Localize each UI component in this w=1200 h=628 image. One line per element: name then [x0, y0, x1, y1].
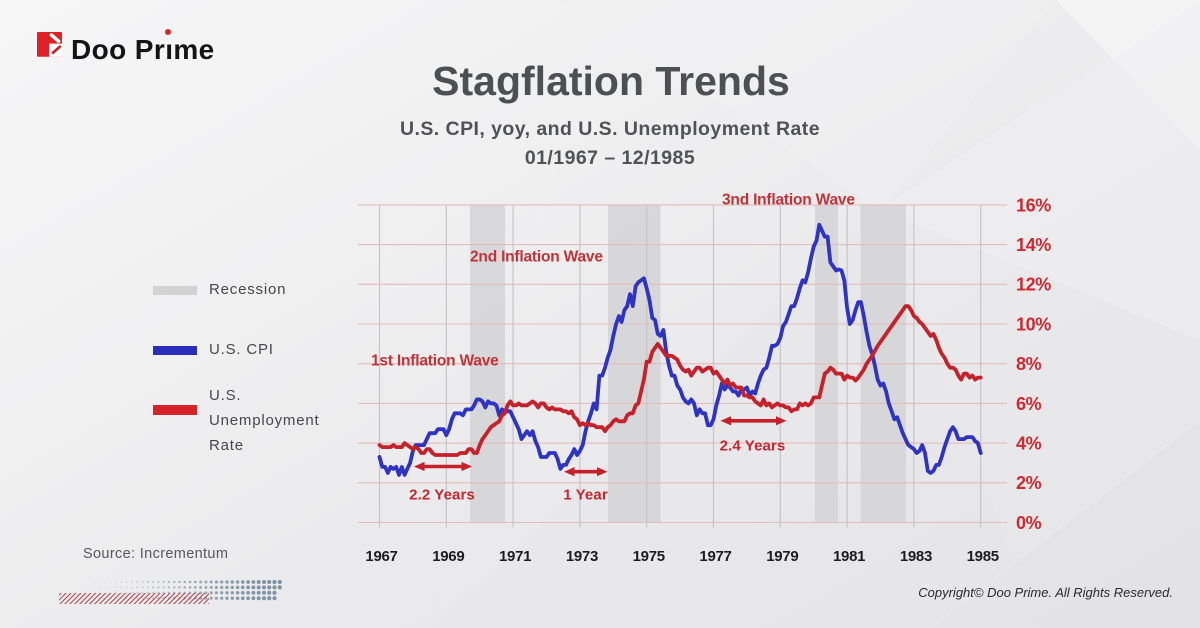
svg-text:1983: 1983	[900, 548, 932, 565]
svg-text:1971: 1971	[499, 548, 531, 565]
svg-text:1977: 1977	[699, 548, 731, 565]
svg-text:4%: 4%	[1016, 434, 1042, 454]
svg-text:14%: 14%	[1016, 235, 1051, 255]
svg-text:1985: 1985	[967, 548, 999, 565]
svg-text:2.2 Years: 2.2 Years	[409, 487, 475, 504]
svg-text:8%: 8%	[1016, 354, 1042, 374]
svg-text:1981: 1981	[833, 548, 865, 565]
svg-text:3nd Inflation Wave: 3nd Inflation Wave	[722, 192, 855, 209]
svg-text:2.4 Years: 2.4 Years	[720, 438, 786, 455]
svg-text:1975: 1975	[633, 548, 665, 565]
svg-text:2%: 2%	[1016, 473, 1042, 493]
svg-text:1967: 1967	[365, 548, 397, 565]
svg-text:1st Inflation Wave: 1st Inflation Wave	[371, 353, 499, 370]
svg-text:10%: 10%	[1016, 314, 1051, 334]
svg-text:6%: 6%	[1016, 394, 1042, 414]
svg-text:1979: 1979	[766, 548, 798, 565]
svg-text:2nd Inflation Wave: 2nd Inflation Wave	[470, 249, 603, 266]
svg-text:16%: 16%	[1016, 195, 1051, 215]
svg-text:0%: 0%	[1016, 513, 1042, 533]
svg-text:1 Year: 1 Year	[563, 487, 608, 504]
svg-text:1969: 1969	[432, 548, 464, 565]
svg-text:12%: 12%	[1016, 275, 1051, 295]
svg-text:1973: 1973	[566, 548, 598, 565]
